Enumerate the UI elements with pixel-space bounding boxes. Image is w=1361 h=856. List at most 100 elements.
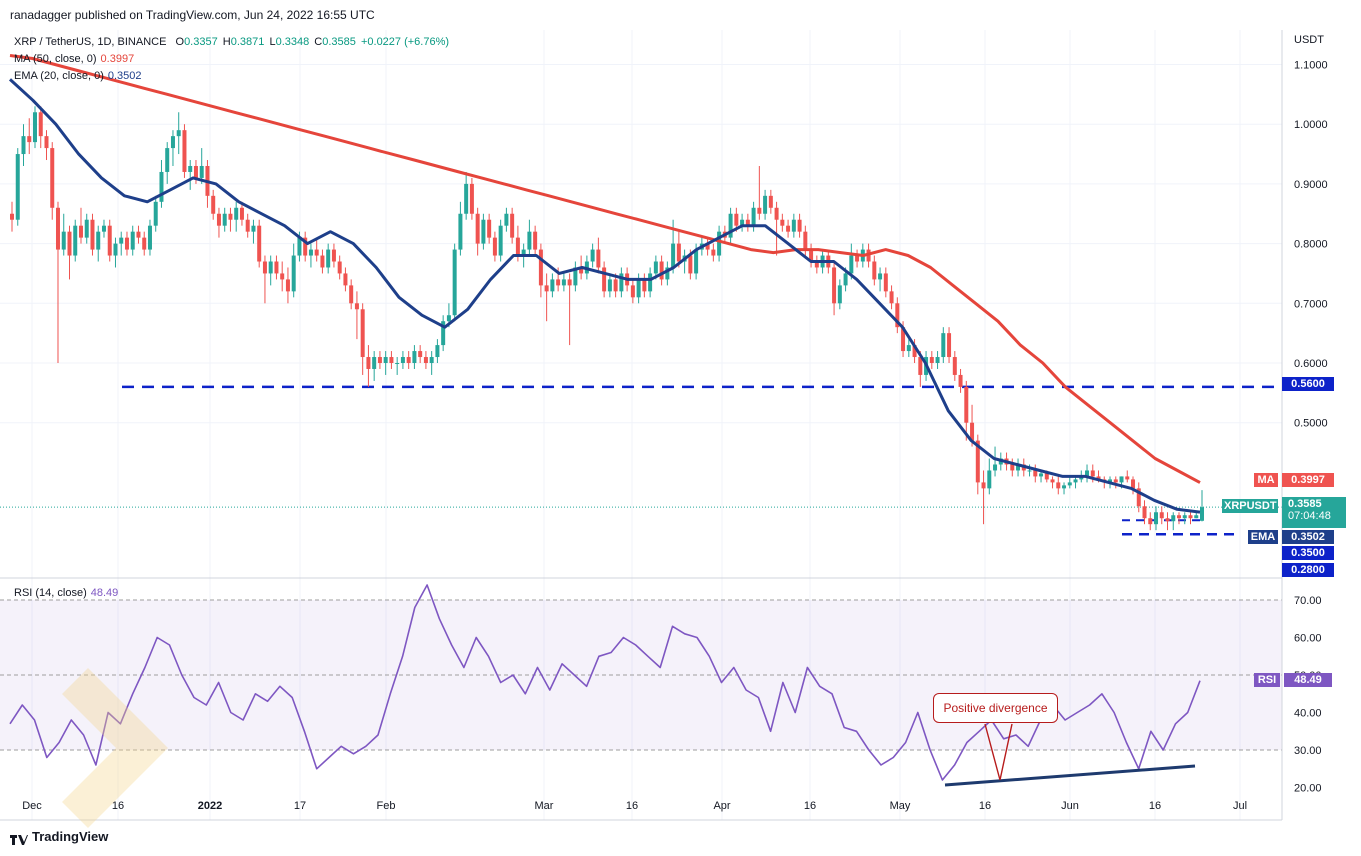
annotation-layer <box>62 668 1196 828</box>
horizontal-levels <box>0 385 1282 536</box>
candle-body <box>607 279 612 292</box>
price-tick-label: 0.8000 <box>1294 239 1328 251</box>
price-tick-label: 1.1000 <box>1294 60 1328 72</box>
candle-body <box>446 315 451 322</box>
ma-tag-label: MA <box>1254 473 1278 487</box>
candle-body <box>170 136 175 149</box>
close-label: C <box>314 36 323 48</box>
candle-body <box>901 327 906 352</box>
candle-body <box>498 225 503 256</box>
candle-body <box>809 249 814 262</box>
candle-body <box>1188 515 1193 519</box>
candle-body <box>929 357 934 363</box>
candle-body <box>653 261 658 274</box>
candle-body <box>78 225 83 238</box>
time-tick-label: 16 <box>979 800 991 812</box>
candle-body <box>165 148 170 172</box>
candle-body <box>855 255 860 262</box>
candle-body <box>556 279 561 286</box>
rsi-tick-label: 30.00 <box>1294 745 1322 757</box>
candle-body <box>280 273 285 280</box>
rsi-tick-label: 70.00 <box>1294 595 1322 607</box>
published-line: ranadagger published on TradingView.com,… <box>10 8 375 22</box>
candle-body <box>475 213 480 244</box>
candle-body <box>515 237 520 256</box>
candle-body <box>50 148 55 208</box>
candle-body <box>182 130 187 172</box>
candle-body <box>228 213 233 220</box>
candle-body <box>67 231 72 256</box>
candle-body <box>400 357 405 363</box>
candle-body <box>303 237 308 256</box>
time-tick-label: Dec <box>22 800 42 812</box>
candle-body <box>1154 512 1159 525</box>
candle-body <box>941 333 946 358</box>
candle-body <box>814 261 819 268</box>
candle-body <box>1085 470 1090 477</box>
candle-body <box>331 249 336 262</box>
candle-body <box>1159 512 1164 519</box>
candle-body <box>193 165 198 178</box>
price-tick-label: 0.7000 <box>1294 298 1328 310</box>
open-value: 0.3357 <box>184 36 218 48</box>
candle-body <box>1136 488 1141 507</box>
time-tick-label: Jul <box>1233 800 1247 812</box>
candle-body <box>435 345 440 358</box>
ma-legend-label: MA (50, close, 0) <box>14 53 97 65</box>
candle-body <box>1177 515 1182 519</box>
candle-body <box>1033 470 1038 477</box>
candle-body <box>251 225 256 232</box>
candle-body <box>544 285 549 292</box>
candle-body <box>412 351 417 363</box>
candle-body <box>383 357 388 363</box>
candle-body <box>487 219 492 238</box>
candle-body <box>119 237 124 244</box>
candle-body <box>510 213 515 238</box>
candle-body <box>1148 518 1153 525</box>
candle-body <box>947 333 952 358</box>
candle-body <box>889 291 894 304</box>
candle-body <box>1113 479 1118 483</box>
candle-body <box>15 154 20 220</box>
candle-body <box>130 231 135 250</box>
candle-body <box>360 309 365 358</box>
candle-body <box>343 273 348 286</box>
candle-body <box>326 249 331 268</box>
rsi-tick-label: 60.00 <box>1294 633 1322 645</box>
candle-body <box>107 225 112 256</box>
candle-body <box>1119 476 1124 483</box>
candle-body <box>176 130 181 137</box>
candle-body <box>872 261 877 280</box>
watermark-logo <box>62 668 168 828</box>
candle-body <box>538 249 543 286</box>
candle-body <box>970 422 975 441</box>
candle-body <box>613 279 618 292</box>
candle-body <box>452 249 457 316</box>
candle-body <box>849 255 854 274</box>
symbol-legend: XRP / TetherUS, 1D, BINANCE O0.3357 H0.3… <box>14 36 451 48</box>
candle-body <box>832 267 837 304</box>
candle-body <box>395 363 400 364</box>
candle-body <box>291 255 296 292</box>
tradingview-logo-icon <box>10 833 28 845</box>
candle-body <box>774 207 779 220</box>
candle-body <box>320 255 325 268</box>
candle-body <box>90 219 95 250</box>
candle-body <box>567 279 572 286</box>
candle-body <box>1010 464 1015 471</box>
positive-divergence-annotation: Positive divergence <box>933 693 1058 723</box>
candle-body <box>918 357 923 375</box>
price-tick-label: 0.9000 <box>1294 179 1328 191</box>
candle-body <box>642 279 647 292</box>
candle-body <box>153 201 158 226</box>
rsi-tag-label: RSI <box>1254 673 1280 687</box>
low-value: 0.3348 <box>275 36 310 48</box>
candle-body <box>619 273 624 292</box>
symbol-label: XRP / TetherUS, 1D, BINANCE <box>14 36 167 48</box>
candle-body <box>274 261 279 274</box>
candle-body <box>958 374 963 387</box>
candle-body <box>1131 479 1136 489</box>
time-tick-label: Mar <box>535 800 554 812</box>
candle-body <box>745 219 750 226</box>
